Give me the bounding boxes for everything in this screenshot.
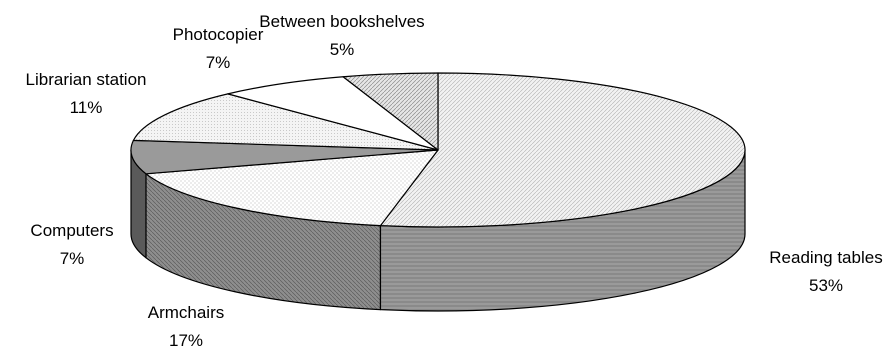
slice-value-reading-tables: 53% <box>809 276 843 295</box>
pie-slice-between-bookshelves <box>342 72 439 151</box>
pie-tops <box>130 72 746 228</box>
pie-slice-photocopier <box>227 76 439 151</box>
slice-label-librarian-station: Librarian station <box>26 70 147 89</box>
slice-value-photocopier: 7% <box>206 53 231 72</box>
slice-value-armchairs: 17% <box>169 331 203 347</box>
pie-slice-librarian-station <box>132 93 439 151</box>
slice-value-computers: 7% <box>60 249 85 268</box>
slice-label-armchairs: Armchairs <box>148 303 225 322</box>
slice-label-between-bookshelves: Between bookshelves <box>259 12 424 31</box>
pie-slice-computers <box>130 139 439 175</box>
pie-sides <box>130 149 746 312</box>
slice-label-photocopier: Photocopier <box>173 25 264 44</box>
pie-slice-armchairs <box>145 149 439 227</box>
pie-labels: Reading tables 53% Armchairs 17% Computers 7%… <box>26 12 883 347</box>
slice-value-between-bookshelves: 5% <box>330 40 355 59</box>
slice-label-reading-tables: Reading tables <box>769 248 882 267</box>
slice-label-computers: Computers <box>30 221 113 240</box>
slice-value-librarian-station: 11% <box>70 98 103 117</box>
pie-slice-reading-tables <box>379 72 746 228</box>
